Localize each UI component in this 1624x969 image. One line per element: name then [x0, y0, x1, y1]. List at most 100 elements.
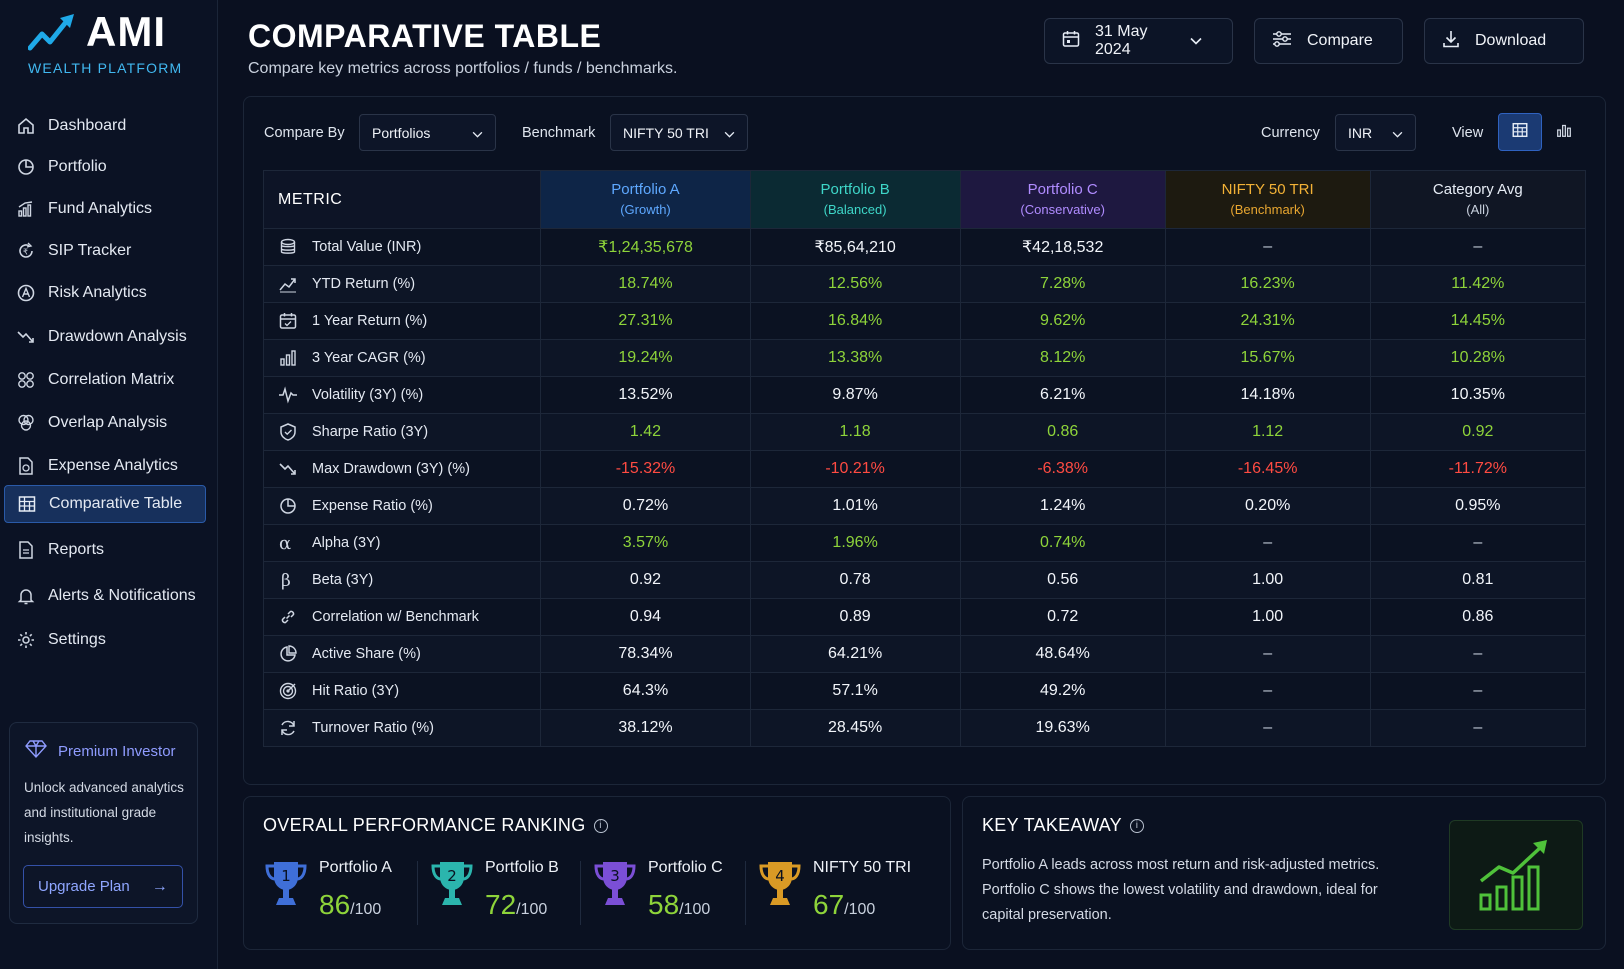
sidebar-item-alerts-notifications[interactable]: Alerts & Notifications: [4, 577, 206, 615]
value-cell-benchmark: –: [1164, 709, 1371, 747]
download-button[interactable]: Download: [1424, 18, 1584, 64]
metric-column-header[interactable]: METRIC: [262, 170, 542, 229]
sidebar-item-comparative-table[interactable]: Comparative Table: [4, 485, 206, 523]
takeaway-title: KEY TAKEAWAY: [982, 815, 1122, 835]
table-row[interactable]: Turnover Ratio (%) 38.12% 28.45% 19.63% – –: [262, 709, 1587, 747]
table-view-toggle[interactable]: [1498, 113, 1542, 151]
sidebar-item-settings[interactable]: Settings: [4, 621, 206, 659]
value-cell-category-avg: 14.45%: [1369, 302, 1587, 340]
ranking-score: 86/100: [319, 889, 381, 921]
value-cell-portfolio-b: 57.1%: [749, 672, 961, 710]
rank-number: 1: [281, 867, 291, 885]
table-row[interactable]: Volatility (3Y) (%) 13.52% 9.87% 6.21% 14.18…: [262, 376, 1587, 414]
value-cell-portfolio-a: 0.94: [540, 598, 751, 636]
table-row[interactable]: Expense Ratio (%) 0.72% 1.01% 1.24% 0.20% 0.9…: [262, 487, 1587, 525]
table-row[interactable]: Correlation w/ Benchmark 0.94 0.89 0.72 1.00…: [262, 598, 1587, 636]
premium-title-row: Premium Investor: [24, 739, 176, 763]
table-row[interactable]: Sharpe Ratio (3Y) 1.42 1.18 0.86 1.12 0.92: [262, 413, 1587, 451]
document-money-icon: [14, 454, 38, 478]
sidebar-item-drawdown-analysis[interactable]: Drawdown Analysis: [4, 318, 206, 356]
column-header-benchmark[interactable]: NIFTY 50 TRI (Benchmark): [1164, 170, 1371, 229]
value-cell-benchmark: 1.00: [1164, 561, 1371, 599]
logo-subtitle: WEALTH PLATFORM: [28, 60, 183, 76]
info-icon[interactable]: i: [593, 818, 608, 833]
metric-label: Total Value (INR): [312, 239, 422, 255]
calendar-icon: [278, 311, 298, 331]
value-cell-portfolio-a: 1.42: [540, 413, 751, 451]
column-header-portfolio-c[interactable]: Portfolio C (Conservative): [959, 170, 1166, 229]
table-row[interactable]: α Alpha (3Y) 3.57% 1.96% 0.74% – –: [262, 524, 1587, 562]
compare-by-select[interactable]: Portfolios: [359, 114, 496, 151]
metric-cell: Sharpe Ratio (3Y): [262, 413, 542, 451]
sidebar-item-reports[interactable]: Reports: [4, 531, 206, 569]
column-header-portfolio-b[interactable]: Portfolio B (Balanced): [749, 170, 961, 229]
rank-number: 3: [610, 867, 620, 885]
table-row[interactable]: Hit Ratio (3Y) 64.3% 57.1% 49.2% – –: [262, 672, 1587, 710]
value-cell-category-avg: –: [1369, 228, 1587, 266]
sidebar-item-fund-analytics[interactable]: Fund Analytics: [4, 190, 206, 228]
ranking-panel: OVERALL PERFORMANCE RANKING i 1 Portfolio…: [243, 796, 951, 950]
sidebar-item-correlation-matrix[interactable]: Correlation Matrix: [4, 361, 206, 399]
growth-chart-icon: [1449, 820, 1583, 930]
table-row[interactable]: Max Drawdown (3Y) (%) -15.32% -10.21% -6.38…: [262, 450, 1587, 488]
compare-button[interactable]: Compare: [1254, 18, 1403, 64]
sidebar-item-dashboard[interactable]: Dashboard: [4, 107, 206, 145]
value-cell-portfolio-c: 0.56: [959, 561, 1166, 599]
info-icon[interactable]: i: [1129, 818, 1144, 833]
sidebar-item-risk-analytics[interactable]: Risk Analytics: [4, 274, 206, 312]
value-cell-portfolio-b: 1.18: [749, 413, 961, 451]
table-row[interactable]: Active Share (%) 78.34% 64.21% 48.64% – –: [262, 635, 1587, 673]
date-picker[interactable]: 31 May 2024: [1044, 18, 1233, 64]
logo-chart-icon: [28, 12, 80, 52]
ranking-item[interactable]: 2 Portfolio B 72/100: [429, 859, 594, 935]
column-header-portfolio-a[interactable]: Portfolio A (Growth): [540, 170, 751, 229]
value-cell-portfolio-c: 0.86: [959, 413, 1166, 451]
metric-cell: YTD Return (%): [262, 265, 542, 303]
value-cell-portfolio-a: 38.12%: [540, 709, 751, 747]
logo[interactable]: AMI WEALTH PLATFORM: [28, 8, 182, 76]
metric-label: Sharpe Ratio (3Y): [312, 424, 429, 440]
column-name: NIFTY 50 TRI: [1221, 180, 1314, 198]
value-cell-benchmark: 16.23%: [1164, 265, 1371, 303]
sidebar-item-portfolio[interactable]: Portfolio: [4, 148, 206, 186]
value-cell-benchmark: –: [1164, 635, 1371, 673]
sidebar-item-label: Fund Analytics: [48, 200, 153, 217]
ranking-item[interactable]: 1 Portfolio A 86/100: [263, 859, 428, 935]
score-denominator: /100: [844, 901, 876, 918]
metric-cell: Expense Ratio (%): [262, 487, 542, 525]
calendar-icon: [1061, 29, 1095, 54]
table-row[interactable]: β Beta (3Y) 0.92 0.78 0.56 1.00 0.81: [262, 561, 1587, 599]
premium-title: Premium Investor: [58, 742, 176, 760]
column-subtitle: (Conservative): [1020, 201, 1105, 217]
ranking-divider: [417, 861, 418, 925]
value-cell-portfolio-b: 12.56%: [749, 265, 961, 303]
benchmark-select[interactable]: NIFTY 50 TRI: [610, 114, 748, 151]
table-row[interactable]: 1 Year Return (%) 27.31% 16.84% 9.62% 24.31%…: [262, 302, 1587, 340]
sidebar-item-overlap-analysis[interactable]: Overlap Analysis: [4, 404, 206, 442]
circles-grid-icon: [14, 368, 38, 392]
table-row[interactable]: 3 Year CAGR (%) 19.24% 13.38% 8.12% 15.67% 10…: [262, 339, 1587, 377]
score-denominator: /100: [350, 901, 382, 918]
value-cell-benchmark: 1.00: [1164, 598, 1371, 636]
bar-chart-icon: [278, 348, 298, 368]
table-row[interactable]: Total Value (INR) ₹1,24,35,678 ₹85,64,210 ₹…: [262, 228, 1587, 266]
value-cell-portfolio-a: 64.3%: [540, 672, 751, 710]
value-cell-benchmark: 24.31%: [1164, 302, 1371, 340]
currency-select[interactable]: INR: [1335, 114, 1416, 151]
sidebar-item-sip-tracker[interactable]: ₹ SIP Tracker: [4, 232, 206, 270]
chart-view-toggle[interactable]: [1542, 113, 1586, 151]
value-cell-portfolio-b: 1.96%: [749, 524, 961, 562]
benchmark-value: NIFTY 50 TRI: [623, 124, 709, 141]
value-cell-portfolio-b: 1.01%: [749, 487, 961, 525]
value-cell-category-avg: 0.92: [1369, 413, 1587, 451]
upgrade-plan-button[interactable]: Upgrade Plan →: [23, 865, 183, 908]
ranking-item[interactable]: 3 Portfolio C 58/100: [592, 859, 757, 935]
ranking-item[interactable]: 4 NIFTY 50 TRI 67/100: [757, 859, 922, 935]
value-cell-category-avg: –: [1369, 524, 1587, 562]
table-row[interactable]: YTD Return (%) 18.74% 12.56% 7.28% 16.23% 11.…: [262, 265, 1587, 303]
rank-number: 4: [775, 867, 785, 885]
column-header-category-avg[interactable]: Category Avg (All): [1369, 170, 1587, 229]
metric-label: Correlation w/ Benchmark: [312, 609, 479, 625]
sidebar-item-expense-analytics[interactable]: Expense Analytics: [4, 447, 206, 485]
metric-label-row: 1 Year Return (%): [278, 311, 540, 331]
